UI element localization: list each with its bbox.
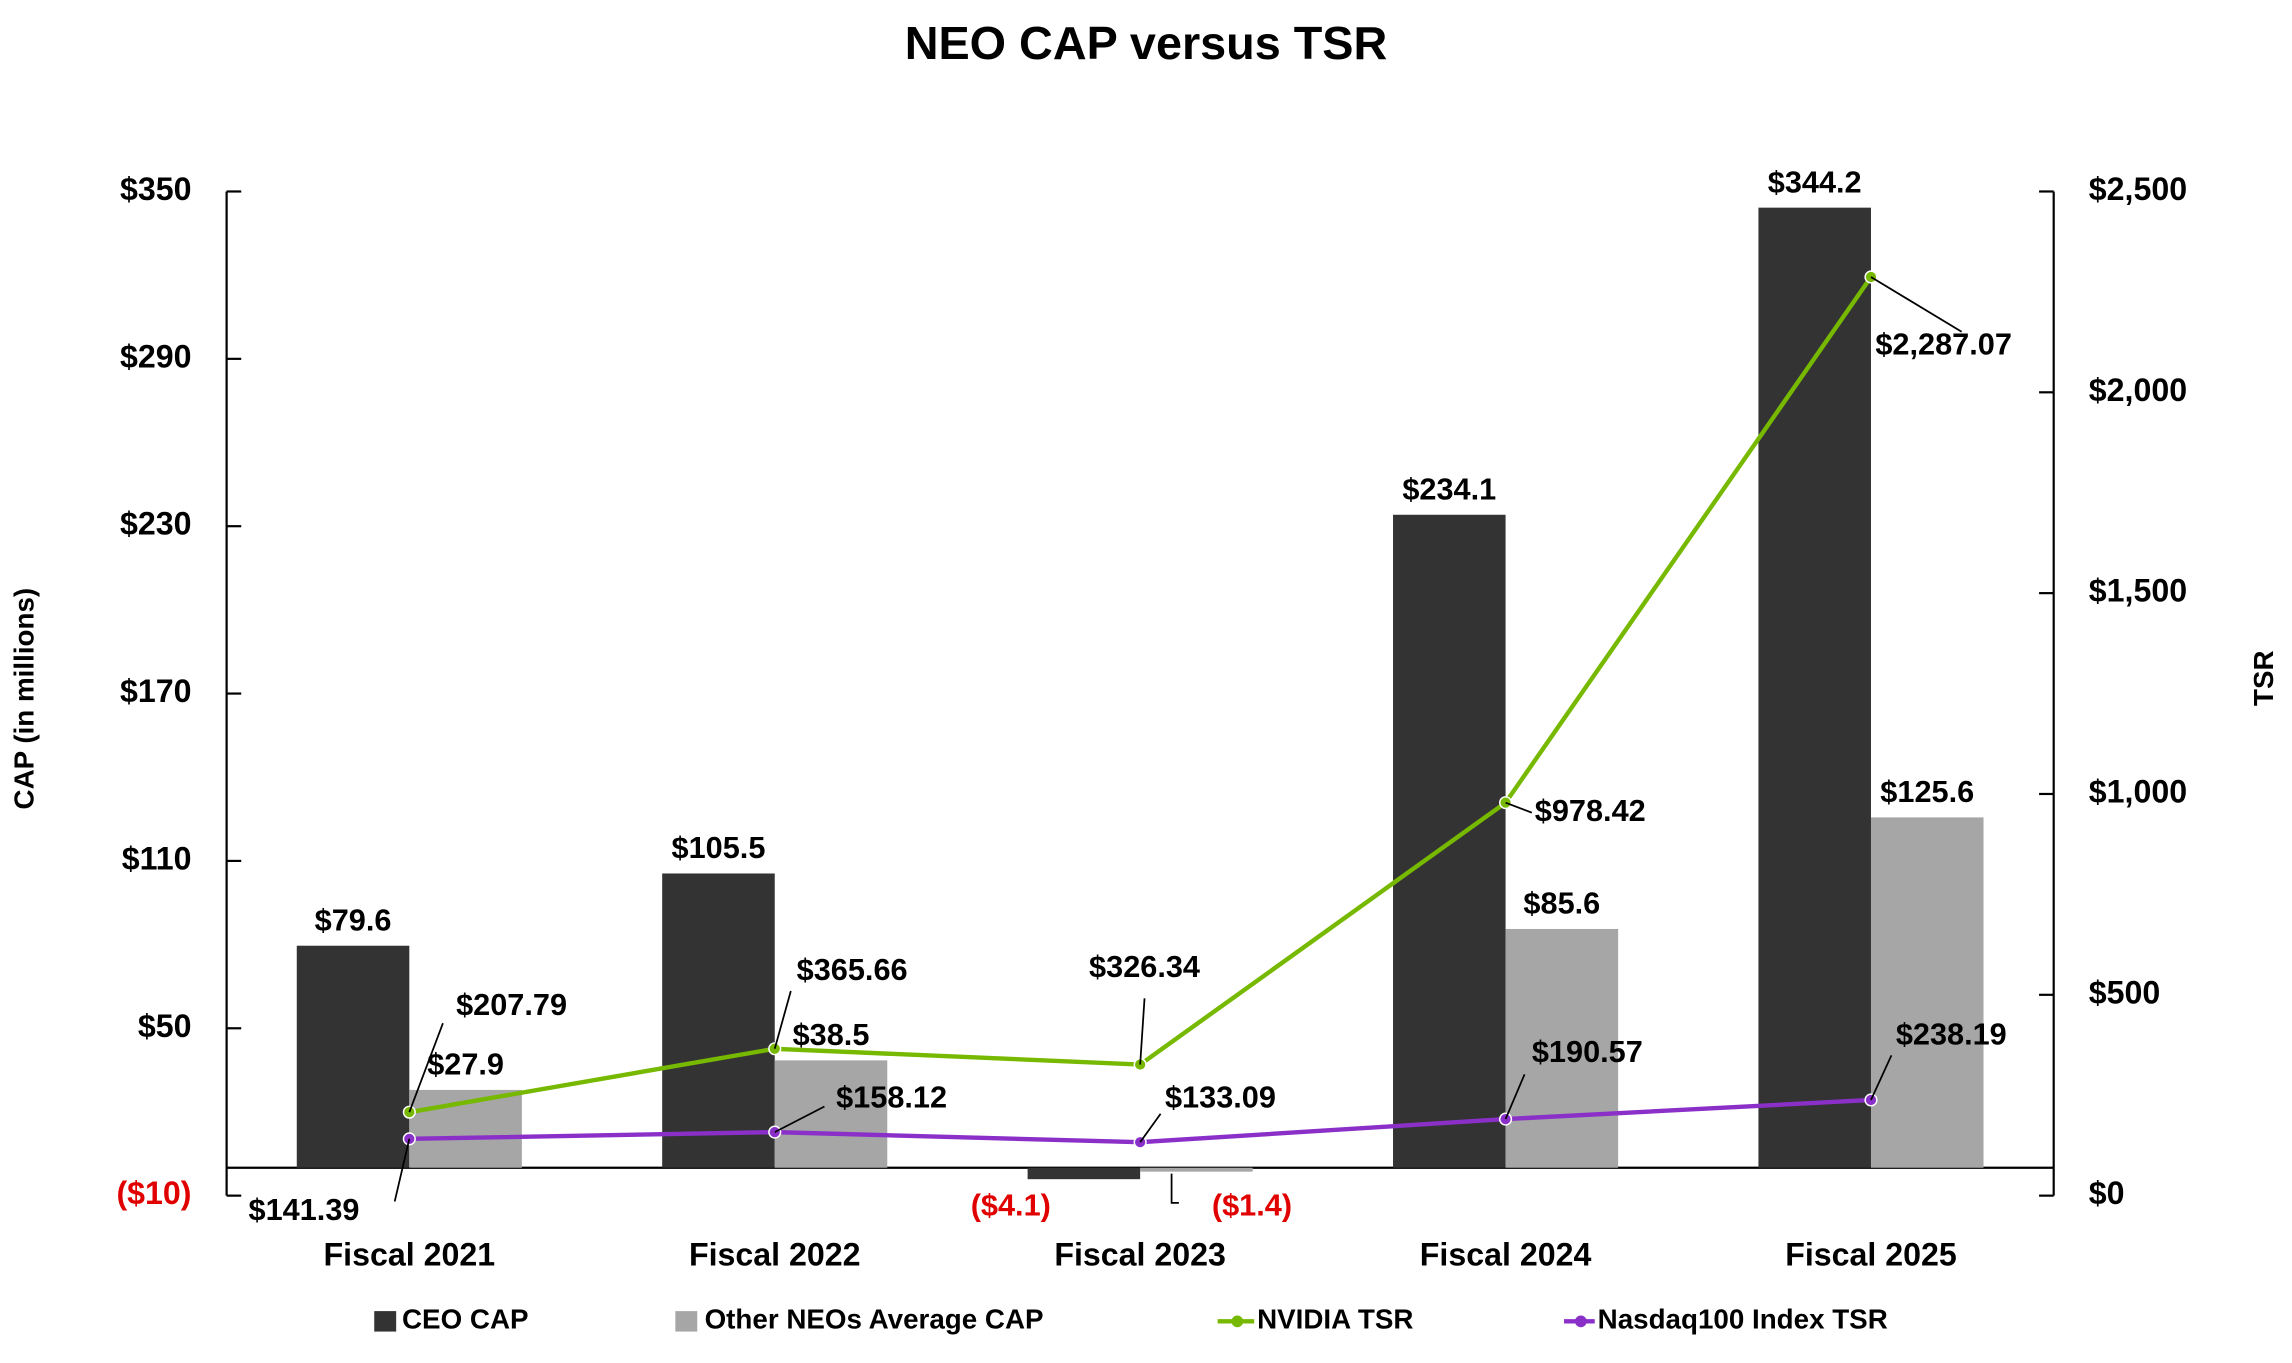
- y2-tick-label: $500: [2089, 974, 2161, 1010]
- x-tick-label: Fiscal 2022: [689, 1237, 861, 1273]
- y2-tick-label: $2,000: [2089, 372, 2187, 408]
- y-tick-label: $110: [122, 840, 192, 876]
- leader-line: [1870, 276, 1963, 333]
- x-tick-label: Fiscal 2021: [324, 1237, 496, 1273]
- line-value-label: $190.57: [1532, 1034, 1643, 1069]
- leader-line: [1505, 801, 1533, 814]
- line-value-label: $365.66: [797, 952, 908, 987]
- y2-tick-label: $1,500: [2089, 573, 2187, 609]
- y-axis-title: CAP (in millions): [9, 588, 40, 810]
- line-value-label: $207.79: [456, 987, 567, 1022]
- chart-title: NEO CAP versus TSR: [905, 17, 1388, 69]
- y2-tick-label: $2,500: [2089, 171, 2187, 207]
- legend-label: Nasdaq100 Index TSR: [1598, 1304, 1888, 1335]
- bar-value-label: ($1.4): [1212, 1187, 1292, 1222]
- line-point: [1498, 1112, 1513, 1126]
- legend-swatch: [374, 1311, 397, 1332]
- leader-line: [408, 1022, 444, 1113]
- line-value-label: $2,287.07: [1875, 327, 2012, 362]
- bar: [1140, 1167, 1253, 1172]
- bar-value-label: $79.6: [315, 902, 392, 937]
- y-tick-label: $230: [120, 506, 192, 542]
- legend-label: NVIDIA TSR: [1257, 1304, 1413, 1335]
- bar-value-label: $38.5: [793, 1017, 870, 1052]
- bar: [1870, 817, 1984, 1168]
- bar-value-label: $105.5: [672, 830, 766, 865]
- y-tick-label: $350: [120, 171, 192, 207]
- line: [408, 275, 1873, 1115]
- bar: [1758, 207, 1871, 1168]
- bar: [774, 1060, 888, 1168]
- bar: [296, 945, 410, 1168]
- y-tick-label: $170: [120, 673, 192, 709]
- y2-tick-label: $0: [2089, 1175, 2125, 1211]
- bar-value-label: $85.6: [1523, 886, 1600, 921]
- leader-line: [1139, 1113, 1162, 1143]
- legend-label: CEO CAP: [402, 1304, 529, 1335]
- leader-line: [1139, 998, 1146, 1065]
- x-tick-label: Fiscal 2025: [1785, 1237, 1957, 1273]
- line-value-label: $978.42: [1535, 793, 1646, 828]
- line-value-label: $238.19: [1896, 1016, 2007, 1051]
- x-tick-label: Fiscal 2023: [1054, 1237, 1226, 1273]
- leader-line: [774, 1105, 825, 1133]
- legend-swatch: [1231, 1315, 1244, 1328]
- y2-tick-label: $1,000: [2089, 773, 2187, 809]
- leader-line: [773, 990, 792, 1050]
- bar-value-label: $234.1: [1402, 471, 1496, 506]
- x-tick-label: Fiscal 2024: [1420, 1237, 1592, 1273]
- bar-value-label: $125.6: [1880, 774, 1974, 809]
- legend-swatch: [1574, 1315, 1587, 1328]
- y-tick-label: $290: [120, 338, 192, 374]
- line-value-label: $141.39: [249, 1192, 360, 1227]
- leader-line: [1170, 1173, 1179, 1204]
- bar: [1505, 928, 1619, 1168]
- bar-value-label: $27.9: [427, 1047, 504, 1082]
- y-tick-label: ($10): [116, 1175, 191, 1211]
- bar: [1027, 1167, 1141, 1180]
- line-value-label: $326.34: [1089, 949, 1200, 984]
- bar: [662, 873, 775, 1168]
- leader-line: [393, 1138, 411, 1202]
- legend-swatch: [675, 1311, 698, 1332]
- line-value-label: $133.09: [1165, 1079, 1276, 1114]
- bar-value-label: $344.2: [1768, 164, 1862, 199]
- y2-axis-title: TSR: [2248, 650, 2279, 706]
- legend-label: Other NEOs Average CAP: [705, 1304, 1044, 1335]
- line-value-label: $158.12: [836, 1079, 947, 1114]
- y-tick-label: $50: [138, 1008, 192, 1044]
- leader-line: [1504, 1073, 1526, 1120]
- bar-value-label: ($4.1): [971, 1187, 1051, 1222]
- leader-line: [1870, 1054, 1893, 1101]
